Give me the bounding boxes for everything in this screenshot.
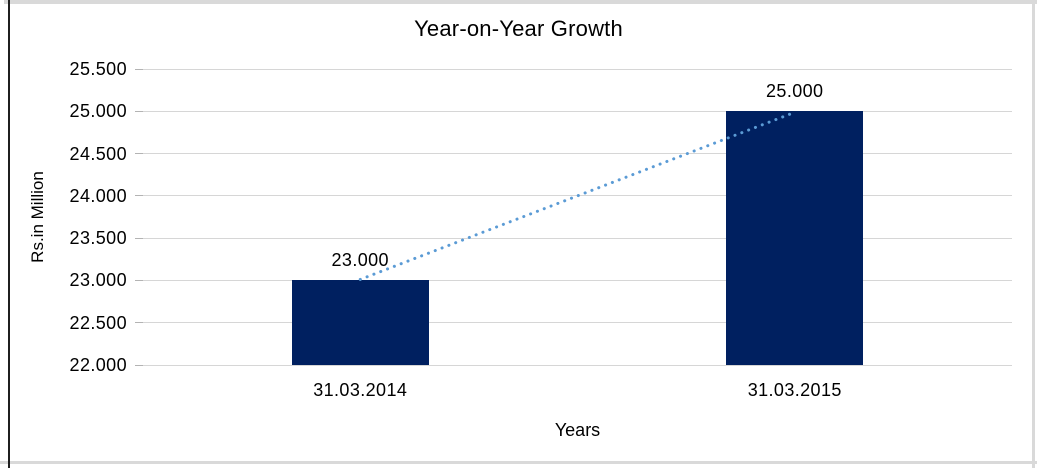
y-tick-label: 25.000	[69, 101, 127, 122]
frame-border-top	[4, 0, 1037, 4]
y-axis-tick	[135, 364, 143, 366]
x-axis-title: Years	[554, 420, 601, 440]
y-axis-tick	[135, 237, 143, 239]
y-gridline	[143, 237, 1012, 239]
y-axis-tick	[135, 279, 143, 281]
y-gridline	[143, 364, 1012, 366]
y-axis-tick	[135, 195, 143, 197]
y-axis-tick	[135, 322, 143, 324]
y-axis-tick	[135, 68, 143, 70]
left-edge-rule	[8, 0, 10, 468]
y-axis-tick	[135, 110, 143, 112]
y-tick-label: 23.000	[69, 270, 127, 291]
y-gridline	[143, 68, 1012, 70]
trendline	[358, 110, 797, 281]
bar-value-label: 23.000	[331, 250, 389, 271]
y-gridline	[143, 110, 1012, 112]
y-tick-label: 22.000	[69, 355, 127, 375]
plot-area: 22.000 22.500 23.000 23.500 24.000 24.500 25.0…	[70, 59, 1012, 400]
frame-border-right	[1032, 0, 1035, 468]
y-gridline	[143, 153, 1012, 155]
frame-border-bottom	[0, 461, 1037, 464]
y-axis-tick	[135, 153, 143, 155]
y-tick-label: 23.500	[69, 228, 127, 249]
y-tick-label: 24.000	[69, 185, 127, 206]
y-tick-label: 25.500	[69, 59, 127, 79]
y-gridline	[143, 279, 1012, 281]
bar	[726, 111, 864, 365]
y-tick-label: 24.500	[69, 143, 127, 164]
x-category-label: 31.03.2015	[747, 380, 842, 400]
x-category-label: 31.03.2014	[313, 380, 408, 400]
bar	[291, 280, 429, 365]
y-tick-label: 22.500	[69, 312, 127, 333]
y-gridline	[143, 322, 1012, 324]
bar-value-label: 25.000	[766, 81, 824, 102]
chart-title: Year-on-Year Growth	[414, 16, 623, 41]
